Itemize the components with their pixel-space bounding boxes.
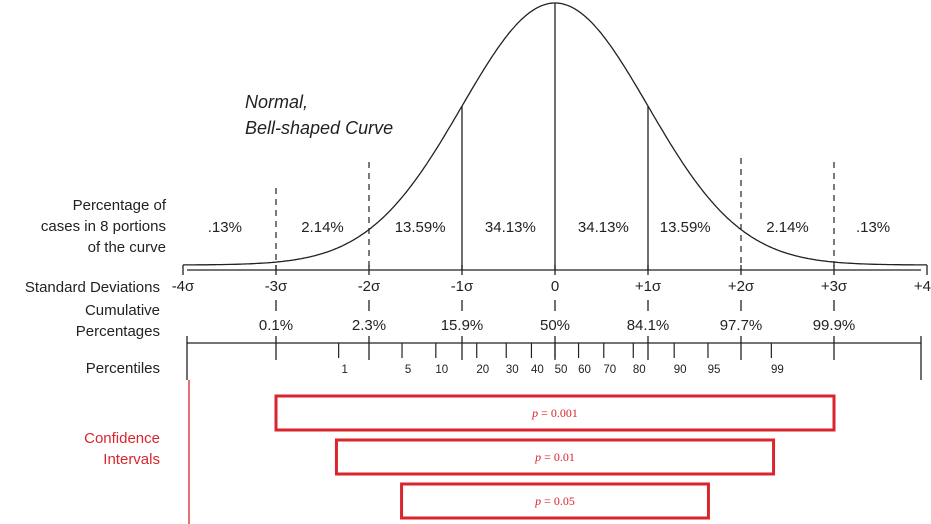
percentage-label-line-3: of the curve — [88, 239, 166, 256]
std-dev-label: -3σ — [265, 278, 288, 295]
portion-label: 34.13% — [578, 219, 629, 236]
percentile-label: 10 — [435, 364, 448, 376]
percentile-label: 99 — [771, 364, 784, 376]
confidence-intervals: p = 0.001 p = 0.01 p = 0.05 — [274, 394, 836, 520]
cumulative-label-line-2: Percentages — [76, 323, 160, 340]
portion-label: 2.14% — [766, 219, 809, 236]
std-dev-label: +4σ — [914, 278, 931, 295]
std-dev-ticks: -4σ -3σ -2σ -1σ 0 +1σ +2σ +3σ +4σ — [172, 265, 931, 295]
std-dev-label: +2σ — [728, 278, 755, 295]
percentile-label: 95 — [708, 364, 721, 376]
curve-title-line-2: Bell-shaped Curve — [245, 118, 393, 138]
percentile-label: 70 — [603, 364, 616, 376]
std-dev-label: 0 — [551, 278, 559, 295]
confidence-interval-box — [334, 438, 776, 476]
std-dev-label: -4σ — [172, 278, 195, 295]
curve-title-line-1: Normal, — [245, 92, 308, 112]
percentile-label: 5 — [405, 364, 411, 376]
percentile-label: 20 — [476, 364, 489, 376]
confidence-label-line-2: Intervals — [103, 451, 160, 468]
confidence-interval-box — [400, 482, 710, 520]
confidence-interval-label: p = 0.05 — [534, 494, 575, 508]
std-dev-label: Standard Deviations — [25, 279, 160, 296]
percentile-label: 30 — [506, 364, 519, 376]
std-dev-label: -2σ — [358, 278, 381, 295]
percentage-label-line-1: Percentage of — [73, 197, 167, 214]
cumulative-label-line-1: Cumulative — [85, 302, 160, 319]
cumulative-label: 15.9% — [441, 317, 484, 334]
cumulative-label: 0.1% — [259, 317, 293, 334]
confidence-label-line-1: Confidence — [84, 430, 160, 447]
confidence-interval-label: p = 0.01 — [534, 450, 575, 464]
portion-label: .13% — [856, 219, 890, 236]
cumulative-label: 99.9% — [813, 317, 856, 334]
percentile-label: 1 — [341, 364, 347, 376]
percentage-label-line-2: cases in 8 portions — [41, 218, 166, 235]
cumulative-label: 84.1% — [627, 317, 670, 334]
portion-label: .13% — [208, 219, 242, 236]
portion-label: 13.59% — [660, 219, 711, 236]
cumulative-percentages: 0.1% 2.3% 15.9% 50% 84.1% 97.7% 99.9% — [259, 300, 855, 360]
sigma-lines — [275, 3, 835, 270]
std-dev-label: -1σ — [451, 278, 474, 295]
portion-label: 13.59% — [395, 219, 446, 236]
percentile-label: 90 — [674, 364, 687, 376]
cumulative-label: 2.3% — [352, 317, 386, 334]
confidence-interval-box — [274, 394, 836, 432]
percentile-label: 80 — [633, 364, 646, 376]
cumulative-label: 97.7% — [720, 317, 763, 334]
portion-label: 2.14% — [301, 219, 344, 236]
percentile-label: 50 — [555, 364, 568, 376]
percentile-ticks: 1 5 10 20 30 40 50 60 70 80 90 95 99 — [338, 343, 784, 376]
percentile-label: 40 — [531, 364, 544, 376]
portion-labels: .13% 2.14% 13.59% 34.13% 34.13% 13.59% 2.14% .1… — [208, 219, 890, 236]
cumulative-label: 50% — [540, 317, 570, 334]
percentiles-label: Percentiles — [86, 360, 160, 377]
portion-label: 34.13% — [485, 219, 536, 236]
std-dev-label: +1σ — [635, 278, 662, 295]
percentile-label: 60 — [578, 364, 591, 376]
confidence-interval-label: p = 0.001 — [531, 406, 578, 420]
std-dev-label: +3σ — [821, 278, 848, 295]
